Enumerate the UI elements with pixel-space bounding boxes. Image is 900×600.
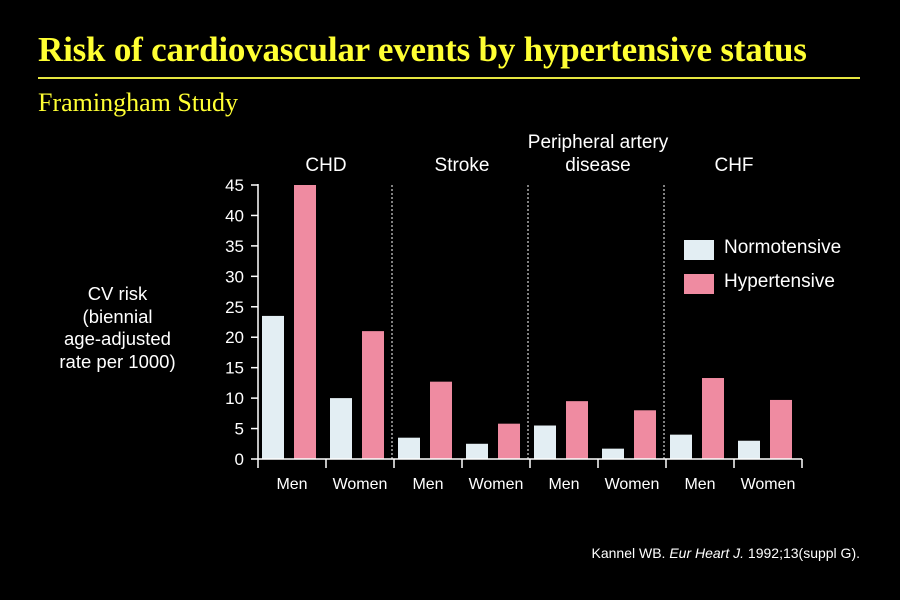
y-tick-label: 0: [235, 450, 244, 469]
group-label: disease: [565, 155, 631, 176]
x-tick-label: Women: [741, 476, 796, 493]
y-tick-label: 45: [225, 176, 244, 195]
group-label: Stroke: [435, 155, 490, 176]
legend-swatch-hypertensive: [684, 274, 714, 294]
bar-hypertensive: [770, 399, 792, 459]
y-tick-label: 30: [225, 267, 244, 286]
slide-subtitle: Framingham Study: [38, 88, 239, 117]
bar-normotensive: [398, 437, 420, 459]
y-axis-label-line: (biennial: [82, 305, 153, 327]
bar-normotensive: [262, 315, 284, 459]
legend-label-normotensive: Normotensive: [724, 237, 842, 258]
y-tick-label: 15: [225, 359, 244, 378]
y-axis-label-line: age-adjusted: [64, 328, 171, 349]
group-label: CHD: [305, 155, 346, 176]
bar-hypertensive: [294, 185, 316, 459]
title-underline: [38, 77, 860, 79]
bar-normotensive: [602, 448, 624, 459]
slide-title: Risk of cardiovascular events by hyperte…: [38, 30, 807, 69]
x-tick-label: Women: [333, 476, 388, 493]
citation-journal: Eur Heart J.: [669, 545, 745, 561]
x-tick-label: Men: [412, 476, 443, 493]
bar-hypertensive: [430, 381, 452, 459]
bar-hypertensive: [362, 331, 384, 459]
citation-details: 1992;13(suppl G).: [744, 545, 860, 561]
bar-hypertensive: [498, 423, 520, 459]
x-tick-label: Men: [548, 476, 579, 493]
bar-hypertensive: [702, 378, 724, 459]
citation-author: Kannel WB.: [591, 545, 670, 561]
y-axis-label-line: CV risk: [87, 283, 148, 304]
bar-normotensive: [534, 425, 556, 459]
bar-normotensive: [738, 440, 760, 459]
legend-label-hypertensive: Hypertensive: [724, 271, 835, 292]
x-tick-label: Men: [684, 476, 715, 493]
legend-swatch-normotensive: [684, 240, 714, 260]
bar-normotensive: [670, 434, 692, 459]
x-tick-label: Women: [469, 476, 524, 493]
y-tick-label: 40: [225, 206, 244, 225]
bar-normotensive: [330, 398, 352, 459]
bar-hypertensive: [566, 401, 588, 459]
group-label: CHF: [714, 155, 753, 176]
y-tick-label: 25: [225, 298, 244, 317]
bar-hypertensive: [634, 410, 656, 459]
bar-normotensive: [466, 443, 488, 459]
y-tick-label: 35: [225, 237, 244, 256]
y-tick-label: 10: [225, 389, 244, 408]
citation: Kannel WB. Eur Heart J. 1992;13(suppl G)…: [592, 545, 861, 561]
y-axis-label: CV risk (biennial age-adjusted rate per …: [30, 283, 205, 373]
y-tick-label: 20: [225, 328, 244, 347]
x-tick-label: Women: [605, 476, 660, 493]
x-tick-label: Men: [276, 476, 307, 493]
y-tick-label: 5: [235, 420, 244, 439]
group-label: Peripheral artery: [528, 132, 669, 153]
y-axis-label-line: rate per 1000): [59, 350, 176, 372]
